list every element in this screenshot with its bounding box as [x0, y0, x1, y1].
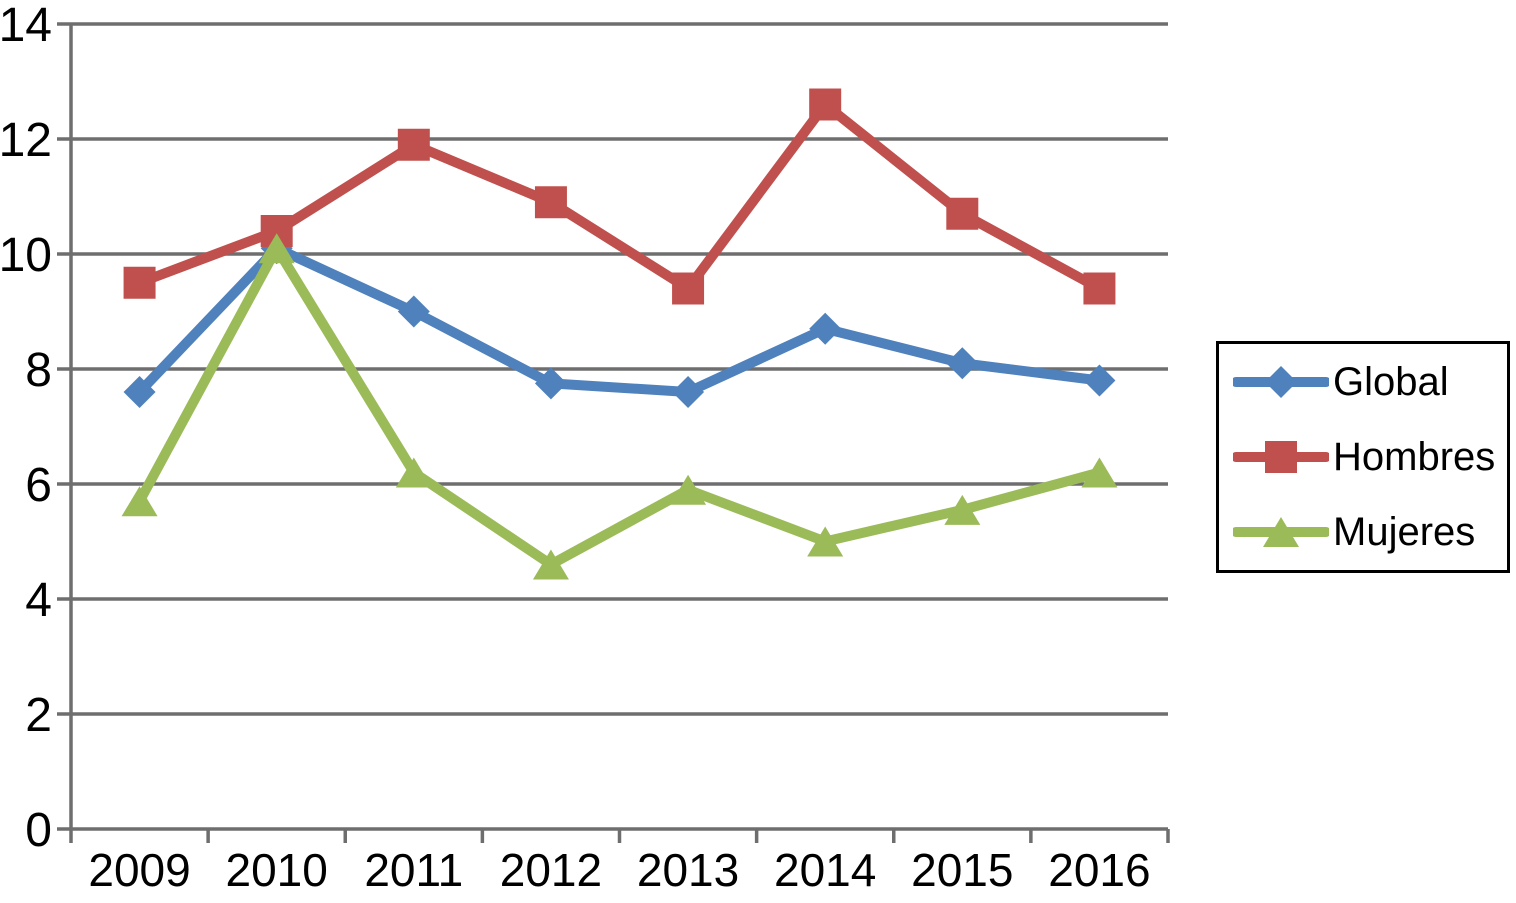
- series-marker-hombres-2012: [534, 186, 567, 219]
- series-line-mujeres: [134, 243, 1105, 570]
- series-marker-global-2009: [123, 376, 156, 408]
- legend-label-global: Global: [1333, 359, 1449, 404]
- y-tick-label-10: 10: [0, 229, 52, 282]
- series-marker-global-2012: [534, 367, 567, 400]
- series-marker-mujeres-2013: [670, 474, 707, 505]
- y-tick-label-14: 14: [0, 0, 52, 52]
- series-marker-mujeres-2016: [1081, 457, 1118, 488]
- series-marker-hombres-2015: [946, 197, 979, 230]
- x-tick-label-2010: 2010: [226, 844, 328, 896]
- x-tick-label-2016: 2016: [1048, 844, 1150, 896]
- y-tick-label-8: 8: [25, 344, 52, 397]
- legend-swatch-mujeres-icon: [1233, 517, 1329, 548]
- series-marker-global-2014: [809, 312, 842, 345]
- y-tick-label-12: 12: [0, 114, 52, 167]
- x-tick-label-2013: 2013: [637, 844, 739, 896]
- series-marker-global-2011: [397, 295, 430, 328]
- legend-marker-mujeres-icon: [1263, 517, 1299, 548]
- x-tick-label-2014: 2014: [774, 844, 876, 896]
- x-tick-label-2011: 2011: [364, 844, 463, 896]
- legend: Global Hombres Mujeres: [1216, 341, 1510, 573]
- legend-label-mujeres: Mujeres: [1333, 510, 1476, 555]
- y-tick-label-4: 4: [25, 574, 52, 627]
- series-marker-mujeres-2012: [532, 549, 569, 580]
- legend-item-global: Global: [1233, 360, 1507, 404]
- series-marker-mujeres-2009: [121, 486, 158, 517]
- legend-item-mujeres: Mujeres: [1233, 510, 1507, 554]
- series-marker-hombres-2014: [809, 88, 842, 121]
- series-marker-mujeres-2015: [944, 494, 981, 525]
- series-line-hombres: [134, 99, 1105, 294]
- series-marker-global-2015: [946, 347, 979, 380]
- series-marker-hombres-2013: [672, 272, 705, 305]
- series-marker-hombres-2010: [260, 215, 293, 247]
- series-marker-global-2013: [672, 376, 705, 408]
- legend-marker-global-icon: [1265, 365, 1297, 398]
- legend-item-hombres: Hombres: [1233, 435, 1507, 479]
- legend-marker-hombres-icon: [1265, 440, 1297, 473]
- series-marker-hombres-2011: [397, 128, 430, 161]
- y-tick-label-2: 2: [25, 689, 52, 742]
- legend-swatch-hombres-icon: [1233, 440, 1329, 473]
- x-tick-label-2015: 2015: [911, 844, 1013, 896]
- series-marker-mujeres-2014: [807, 526, 844, 557]
- series-marker-hombres-2016: [1083, 272, 1116, 305]
- x-tick-label-2009: 2009: [88, 844, 190, 896]
- y-tick-label-6: 6: [25, 459, 52, 512]
- series-line-global: [134, 243, 1105, 397]
- series-marker-mujeres-2011: [395, 457, 432, 488]
- legend-label-hombres: Hombres: [1333, 434, 1496, 479]
- x-tick-label-2012: 2012: [500, 844, 602, 896]
- legend-swatch-global-icon: [1233, 365, 1329, 398]
- y-tick-label-0: 0: [25, 804, 52, 857]
- series-marker-hombres-2009: [123, 266, 156, 299]
- series-marker-mujeres-2010: [258, 233, 295, 264]
- series-marker-global-2016: [1083, 364, 1116, 397]
